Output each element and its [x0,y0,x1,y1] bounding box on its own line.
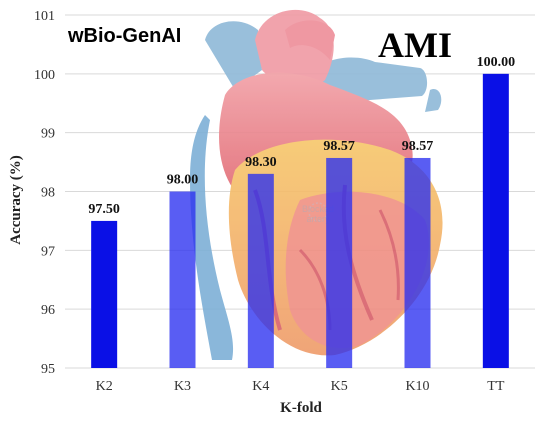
y-tick-label: 101 [34,9,55,24]
y-tick-label: 100 [34,68,55,83]
bar-k4 [247,173,274,368]
data-label-k10: 98.57 [402,139,434,154]
x-tick-label-k5: K5 [331,379,348,394]
x-axis-title: K-fold [280,400,322,416]
data-label-k5: 98.57 [323,139,355,154]
bar-k10 [404,157,431,368]
bar-k2 [91,220,118,368]
data-labels: 97.50 98.00 98.30 98.57 98.57 100.00 [88,55,515,217]
x-tick-label-k3: K3 [174,379,191,394]
data-label-k3: 98.00 [167,173,199,188]
y-axis-title: Accuracy (%) [8,155,24,245]
bars [91,73,509,368]
x-tick-label-k2: K2 [96,379,113,394]
bar-k5 [326,157,353,368]
brand-text: wBio-GenAI [67,25,181,47]
y-tick-label: 99 [41,127,55,142]
heart-illustration: Blocked artery [190,9,443,360]
blocked-artery-label-line2: artery [306,214,330,224]
x-tick-label-k4: K4 [252,379,269,394]
data-label-k2: 97.50 [88,202,120,217]
x-tick-label-k10: K10 [405,379,429,394]
blocked-artery-label-line1: Blocked [302,204,334,214]
data-label-k4: 98.30 [245,155,277,170]
data-label-tt: 100.00 [477,55,516,70]
y-tick-label: 98 [41,186,55,201]
y-tick-label: 95 [41,362,55,377]
bar-k3 [169,191,196,368]
y-tick-label: 97 [41,244,55,259]
x-tick-labels: K2 K3 K4 K5 K10 TT [96,379,505,394]
x-tick-label-tt: TT [487,379,505,394]
y-tick-label: 96 [41,303,55,318]
ami-title: AMI [378,25,452,65]
y-tick-labels: 95 96 97 98 99 100 101 [34,9,55,377]
bar-tt [482,73,509,368]
